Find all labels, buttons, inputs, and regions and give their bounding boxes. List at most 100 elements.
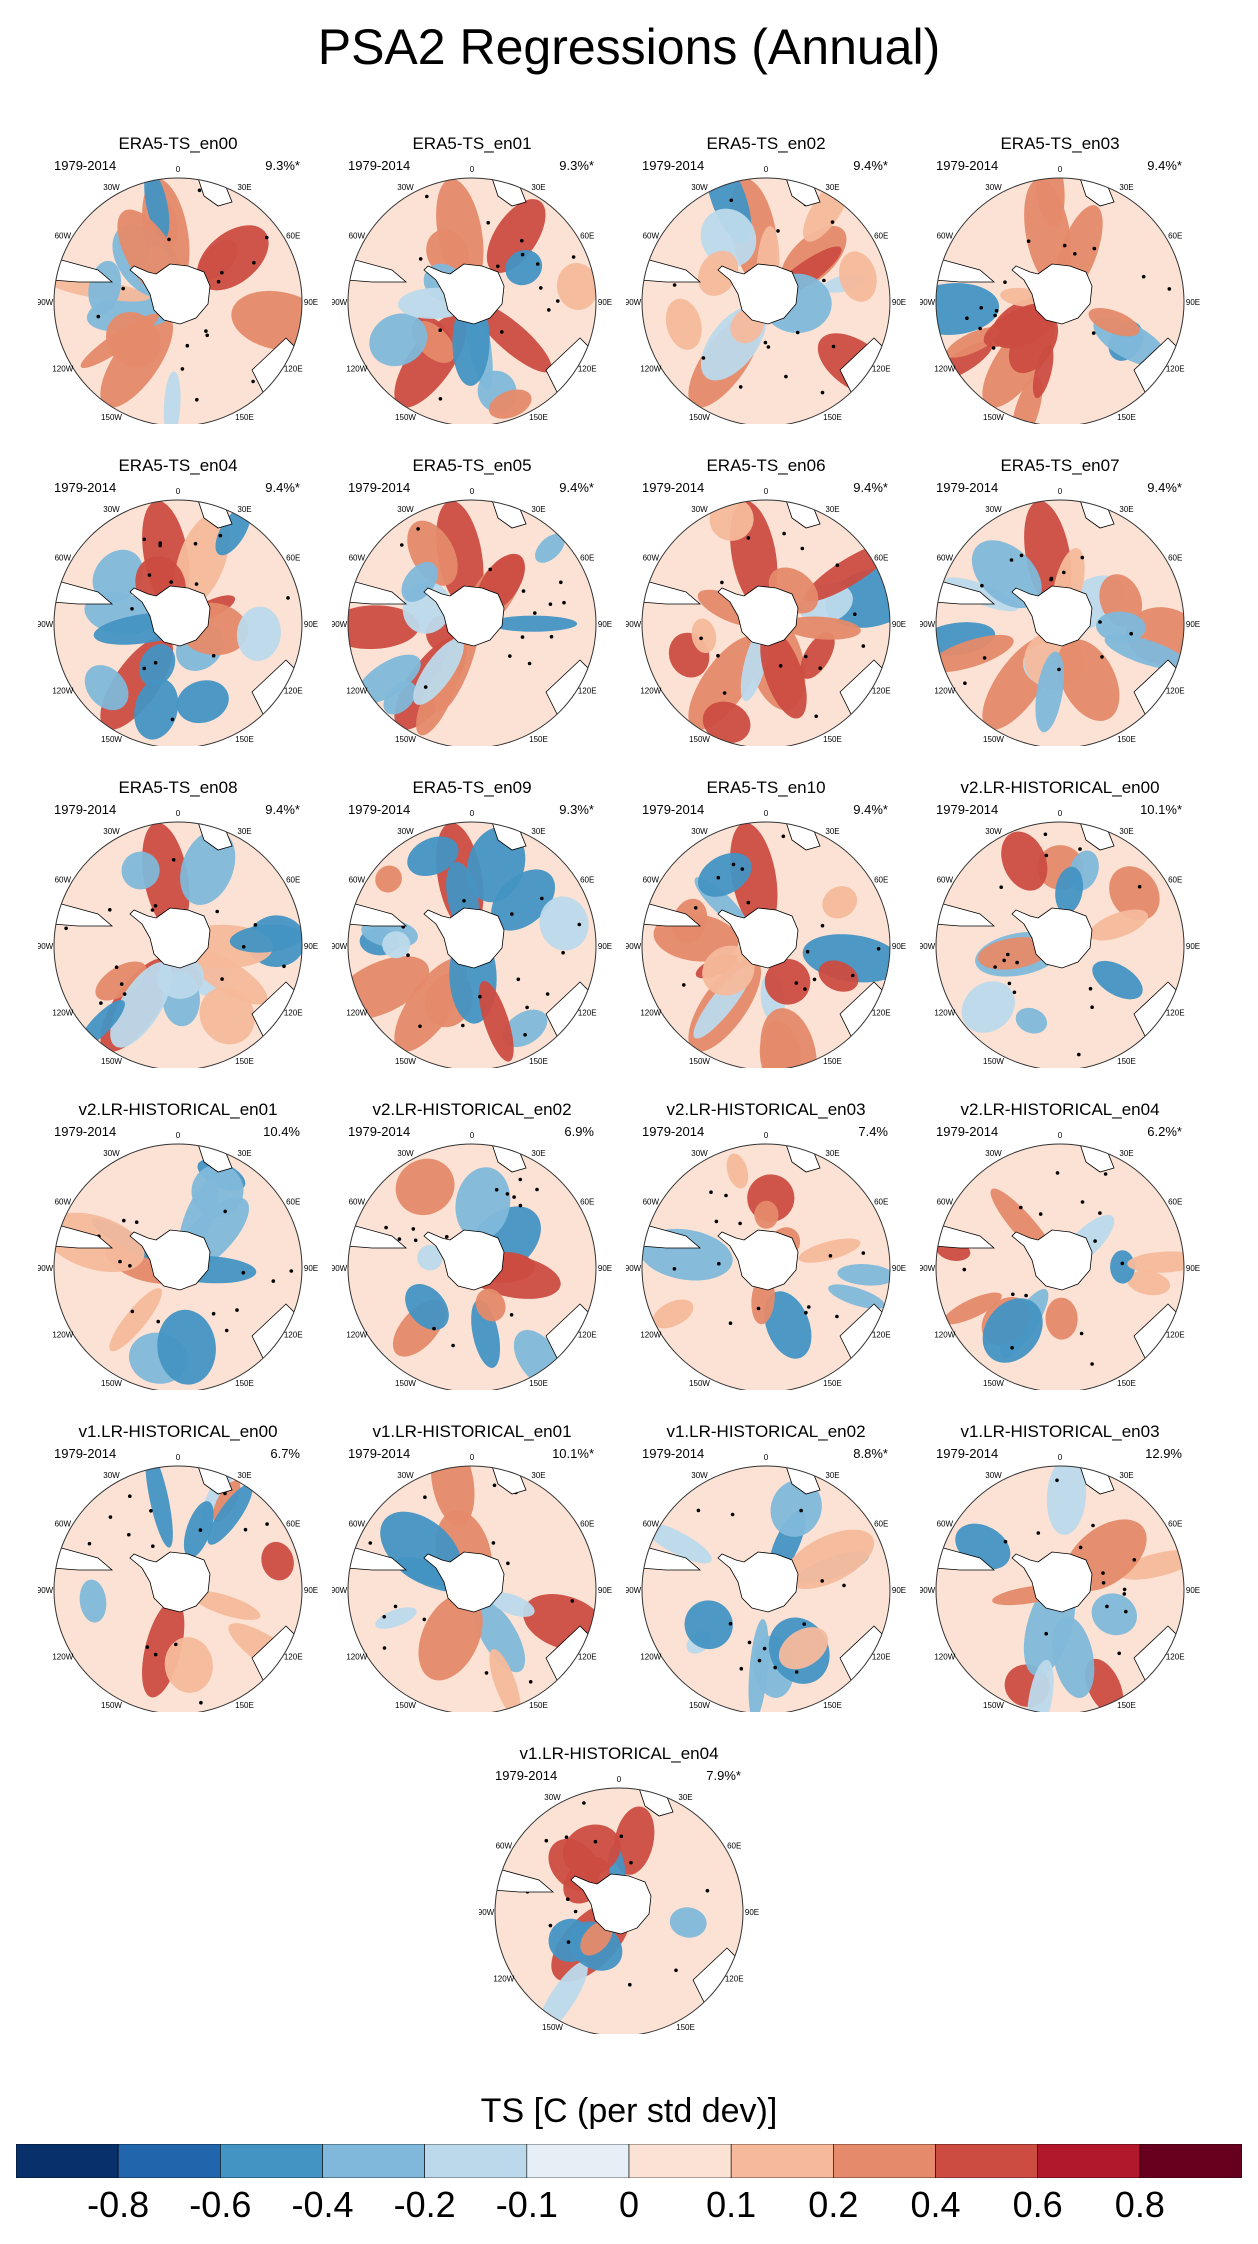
panel-title: ERA5-TS_en00 [118,134,238,153]
panel-variance-explained: 8.8%* [853,1446,888,1461]
longitude-label: 60W [496,1842,513,1851]
longitude-label: 60W [937,554,954,563]
longitude-label: 90E [1186,620,1200,629]
panel-period: 1979-2014 [348,158,411,173]
colorbar-tick-label: -0.2 [393,2184,456,2225]
panel-variance-explained: 7.9%* [706,1768,741,1783]
longitude-label: 30E [237,183,251,192]
panel-period: 1979-2014 [936,158,999,173]
panel-period: 1979-2014 [936,1124,999,1139]
longitude-label: 90E [892,620,906,629]
panel-period: 1979-2014 [642,802,705,817]
panel-period: 1979-2014 [642,1124,705,1139]
longitude-label: 150E [823,1701,842,1710]
longitude-label: 30E [1119,1471,1133,1480]
longitude-label: 60W [643,554,660,563]
longitude-label: 30E [531,183,545,192]
map-panel: v1.LR-HISTORICAL_en04 1979-2014 7.9%* 0 30E 6… [479,1744,759,2034]
longitude-label: 90W [920,1586,936,1595]
polar-map: 030E60E90E120E150E180150W120W90W60W30W [332,1453,612,1712]
longitude-label: 120W [52,1009,73,1018]
figure-title: PSA2 Regressions (Annual) [317,19,941,75]
longitude-label: 0 [764,165,769,174]
longitude-label: 150W [101,1379,122,1388]
longitude-label: 60W [55,876,72,885]
longitude-label: 30W [985,1149,1002,1158]
longitude-label: 60W [937,232,954,241]
longitude-label: 90E [892,298,906,307]
panel-title: ERA5-TS_en01 [412,134,532,153]
longitude-label: 120W [934,1331,955,1340]
longitude-label: 150E [1117,735,1136,744]
colorbar-swatch [220,2144,323,2178]
longitude-label: 60W [937,1198,954,1207]
longitude-label: 150W [542,2023,563,2032]
panel-title: ERA5-TS_en07 [1000,456,1120,475]
panel-variance-explained: 6.9% [564,1124,594,1139]
map-panel: ERA5-TS_en06 1979-2014 9.4%* 0 30E 60E 90E 120E… [626,456,906,746]
longitude-label: 150E [235,1057,254,1066]
panel-variance-explained: 6.7% [270,1446,300,1461]
longitude-label: 90W [332,1586,348,1595]
longitude-label: 90W [920,942,936,951]
longitude-label: 90E [598,1264,612,1273]
longitude-label: 120W [934,1009,955,1018]
longitude-label: 90W [38,1586,54,1595]
longitude-label: 60W [937,1520,954,1529]
longitude-label: 60E [1168,876,1182,885]
longitude-label: 60W [349,1520,366,1529]
panel-variance-explained: 9.4%* [1147,480,1182,495]
longitude-label: 60E [580,554,594,563]
longitude-label: 150W [983,1701,1004,1710]
map-panel: v1.LR-HISTORICAL_en00 1979-2014 6.7% 0 30E 60… [38,1422,318,1712]
longitude-label: 90W [38,298,54,307]
panel-period: 1979-2014 [348,480,411,495]
panel-title: v2.LR-HISTORICAL_en04 [960,1100,1160,1119]
panel-variance-explained: 12.9% [1145,1446,1182,1461]
longitude-label: 60W [349,1198,366,1207]
longitude-label: 0 [1058,1131,1063,1140]
longitude-label: 90W [332,942,348,951]
longitude-label: 0 [470,1131,475,1140]
longitude-label: 120E [284,1331,303,1340]
colorbar-tick-label: 0 [618,2184,640,2225]
longitude-label: 30W [544,1793,561,1802]
polar-map: 030E60E90E120E150E180150W120W90W60W30W [332,1131,612,1390]
longitude-label: 150E [823,1057,842,1066]
longitude-label: 60E [874,876,888,885]
panel-variance-explained: 9.4%* [265,802,300,817]
longitude-label: 90W [38,942,54,951]
longitude-label: 120E [1166,365,1185,374]
longitude-label: 60E [286,1198,300,1207]
panel-variance-explained: 9.3%* [265,158,300,173]
longitude-label: 120W [640,1653,661,1662]
panel-title: v1.LR-HISTORICAL_en02 [666,1422,866,1441]
longitude-label: 120E [872,365,891,374]
longitude-label: 150W [689,1057,710,1066]
panel-title: v2.LR-HISTORICAL_en03 [666,1100,866,1119]
longitude-label: 120W [640,1331,661,1340]
longitude-label: 60W [55,232,72,241]
longitude-label: 30W [985,183,1002,192]
longitude-label: 60E [874,554,888,563]
longitude-label: 30E [825,183,839,192]
longitude-label: 90W [626,620,642,629]
longitude-label: 90W [920,620,936,629]
polar-map: 030E60E90E120E150E180150W120W90W60W30W [626,165,906,424]
panel-title: v1.LR-HISTORICAL_en01 [372,1422,572,1441]
longitude-label: 120W [52,687,73,696]
longitude-label: 0 [176,1453,181,1462]
longitude-label: 90W [920,298,936,307]
longitude-label: 150W [395,1379,416,1388]
panel-variance-explained: 9.4%* [559,480,594,495]
longitude-label: 60W [643,1198,660,1207]
longitude-label: 120E [872,1331,891,1340]
colorbar-swatch [1139,2144,1242,2178]
colorbar-tick-label: 0.1 [706,2184,757,2225]
longitude-label: 120W [934,1653,955,1662]
colorbar-swatch [833,2144,936,2178]
panel-title: ERA5-TS_en10 [706,778,826,797]
longitude-label: 30E [237,827,251,836]
colorbar-swatch [526,2144,630,2178]
panel-title: v2.LR-HISTORICAL_en02 [372,1100,572,1119]
